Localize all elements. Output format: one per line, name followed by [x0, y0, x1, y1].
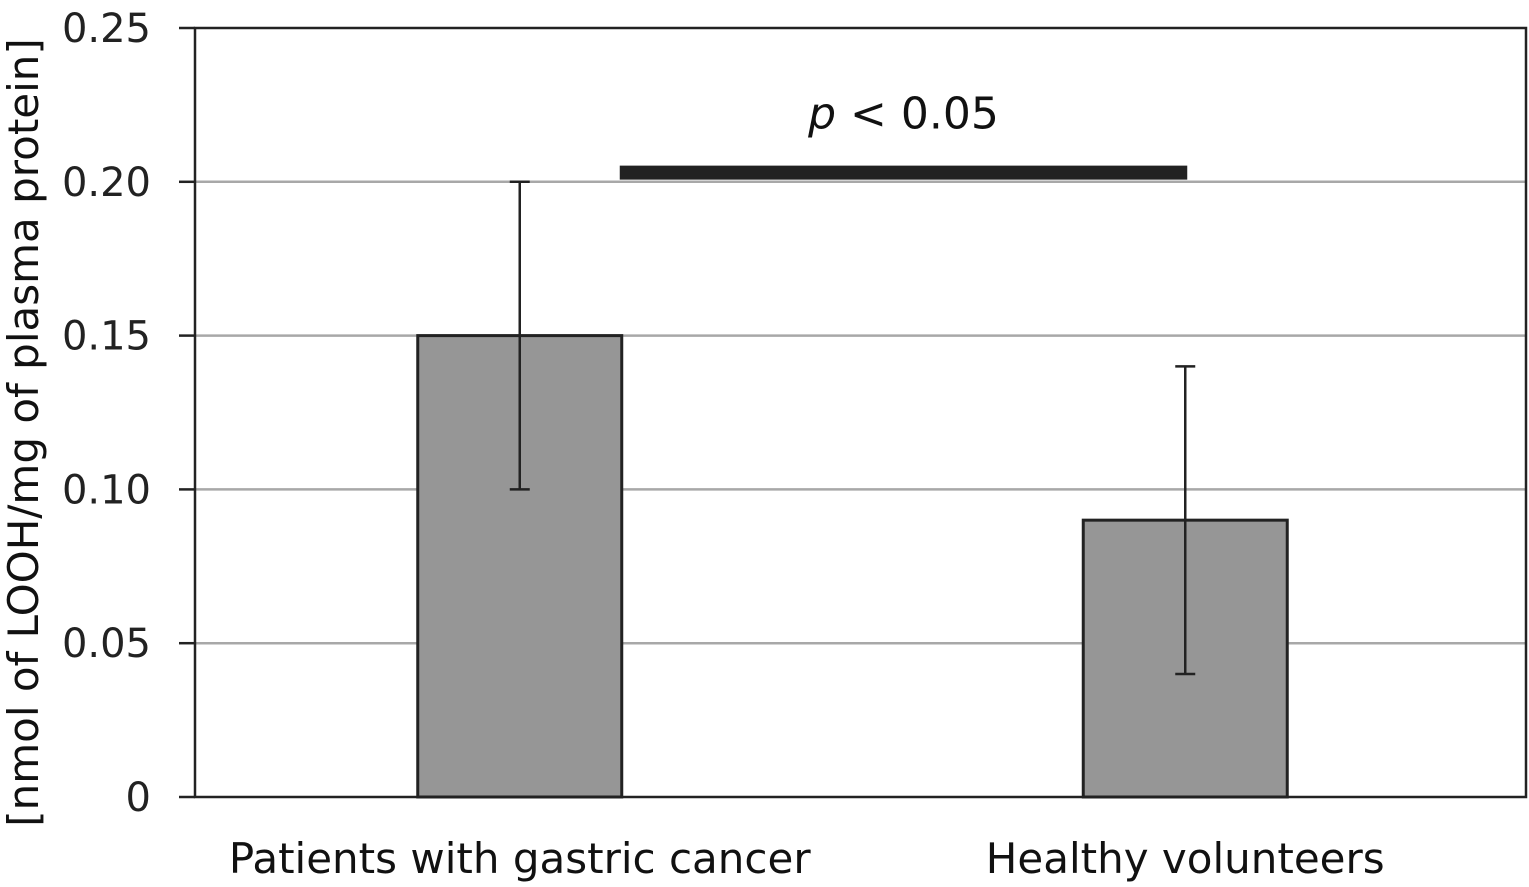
category-label: Healthy volunteers	[986, 834, 1385, 883]
category-labels: Patients with gastric cancer Healthy volu…	[229, 834, 1385, 883]
significance-label: p < 0.05	[807, 89, 999, 140]
p-symbol: p	[807, 89, 836, 140]
y-tick-label: 0	[126, 775, 151, 821]
p-value-text: < 0.05	[836, 89, 999, 140]
y-tick-label: 0.25	[62, 6, 151, 52]
y-axis-ticks: 0 0.05 0.10 0.15 0.20 0.25	[62, 6, 195, 821]
grid-lines	[195, 180, 1526, 645]
y-tick-label: 0.20	[62, 160, 151, 206]
y-axis-label: [nmol of LOOH/mg of plasma protein]	[0, 38, 48, 827]
y-tick-label: 0.05	[62, 621, 151, 667]
category-label: Patients with gastric cancer	[229, 834, 811, 883]
y-tick-label: 0.15	[62, 314, 151, 360]
error-bars	[509, 180, 1196, 676]
plot-frame	[193, 26, 1528, 799]
y-tick-label: 0.10	[62, 467, 151, 513]
bars	[416, 334, 1289, 799]
